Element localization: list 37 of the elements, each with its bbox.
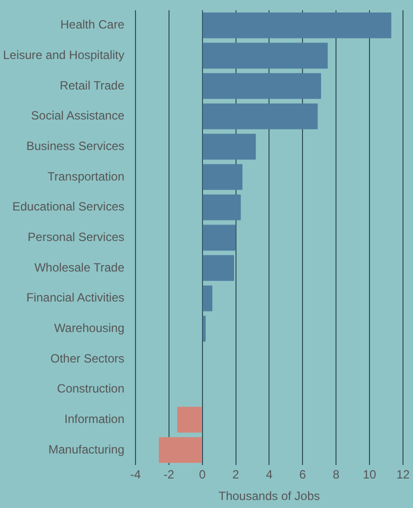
bar [202,255,234,281]
y-tick-label: Educational Services [12,200,124,214]
bar [202,285,212,312]
bar [158,437,202,463]
bar [202,42,328,69]
bar [202,73,322,99]
y-tick-label: Social Assistance [31,108,125,123]
bar [202,224,236,251]
bar [202,12,392,38]
y-tick-label: Business Services [26,139,124,154]
y-tick-label: Leisure and Hospitality [2,48,124,62]
y-tick-label: Warehousing [54,321,124,336]
y-tick-label: Information [64,412,124,426]
x-tick-label: 12 [396,468,410,482]
x-tick-label: 2 [232,468,240,482]
y-tick-label: Health Care [60,18,125,32]
x-tick-label: -4 [130,468,142,482]
x-tick-label: 0 [198,468,206,482]
x-tick-label: 4 [266,468,273,482]
y-tick-label: Transportation [47,169,124,184]
y-tick-label: Construction [57,382,124,396]
y-tick-label: Financial Activities [26,290,124,305]
x-tick-label: 10 [362,468,377,482]
x-tick-label: 8 [332,468,340,482]
bar [202,103,318,130]
x-tick-label: 6 [299,468,306,482]
y-tick-label: Retail Trade [60,78,125,92]
x-tick-label: -2 [164,468,175,482]
x-axis-title: Thousands of Jobs [218,489,320,504]
bar [202,164,242,190]
y-tick-label: Wholesale Trade [34,260,125,274]
bar [202,194,241,220]
y-tick-label: Personal Services [28,230,124,244]
y-tick-label: Manufacturing [48,442,124,456]
bar [177,406,202,433]
y-tick-label: Other Sectors [50,351,124,366]
bar [202,134,256,160]
